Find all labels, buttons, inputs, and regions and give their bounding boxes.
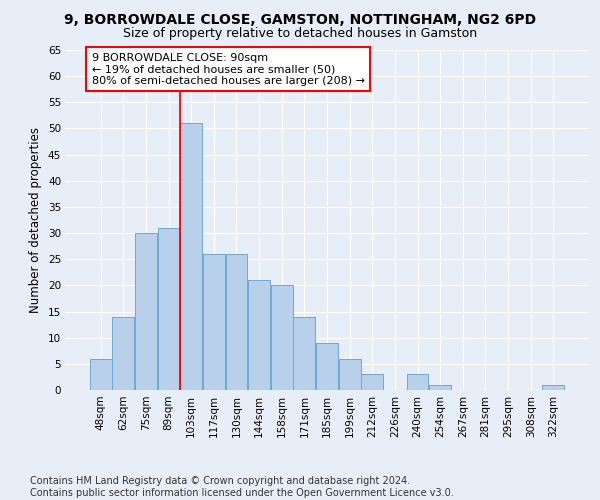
Bar bbox=[180, 123, 202, 390]
Bar bbox=[158, 228, 179, 390]
Bar bbox=[135, 233, 157, 390]
Bar bbox=[112, 317, 134, 390]
Text: Size of property relative to detached houses in Gamston: Size of property relative to detached ho… bbox=[123, 28, 477, 40]
Text: 9, BORROWDALE CLOSE, GAMSTON, NOTTINGHAM, NG2 6PD: 9, BORROWDALE CLOSE, GAMSTON, NOTTINGHAM… bbox=[64, 12, 536, 26]
Text: 9 BORROWDALE CLOSE: 90sqm
← 19% of detached houses are smaller (50)
80% of semi-: 9 BORROWDALE CLOSE: 90sqm ← 19% of detac… bbox=[92, 52, 365, 86]
Bar bbox=[293, 317, 316, 390]
Bar bbox=[248, 280, 270, 390]
Bar bbox=[316, 343, 338, 390]
Bar bbox=[90, 358, 112, 390]
Bar bbox=[203, 254, 225, 390]
Bar bbox=[542, 385, 564, 390]
Bar bbox=[361, 374, 383, 390]
Bar bbox=[429, 385, 451, 390]
Text: Contains HM Land Registry data © Crown copyright and database right 2024.
Contai: Contains HM Land Registry data © Crown c… bbox=[30, 476, 454, 498]
Bar bbox=[338, 358, 361, 390]
Y-axis label: Number of detached properties: Number of detached properties bbox=[29, 127, 43, 313]
Bar bbox=[271, 286, 293, 390]
Bar bbox=[407, 374, 428, 390]
Bar bbox=[226, 254, 247, 390]
